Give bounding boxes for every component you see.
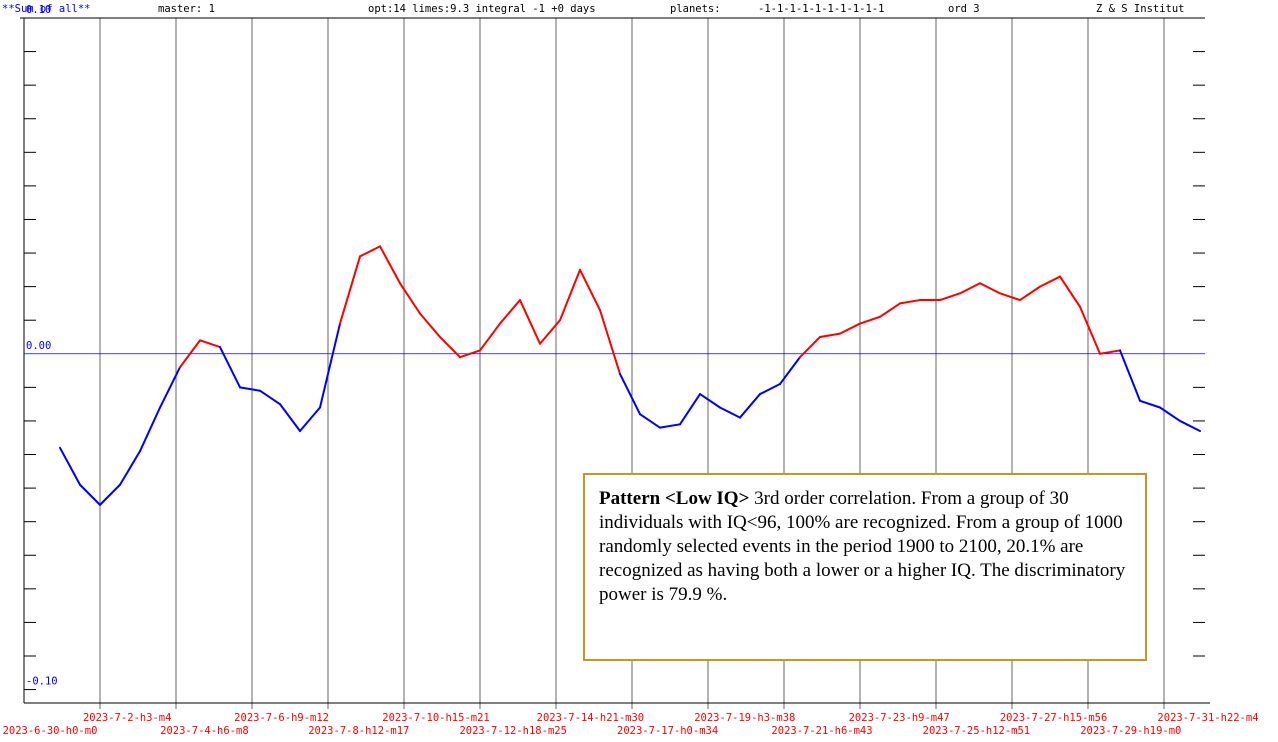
line-segment	[619, 372, 641, 416]
line-segment	[1019, 285, 1041, 302]
line-segment	[999, 292, 1021, 302]
x-tick-label: 2023-7-21-h6-m43	[771, 725, 872, 737]
line-segment	[1059, 275, 1081, 308]
line-segment	[679, 393, 701, 426]
x-tick-label: 2023-7-12-h18-m25	[459, 725, 566, 737]
x-tick-label: 2023-7-4-h6-m8	[160, 725, 249, 737]
line-segment	[979, 282, 1001, 295]
line-segment	[1159, 406, 1181, 422]
x-tick-label: 2023-7-14-h21-m30	[537, 712, 644, 724]
line-segment	[459, 349, 481, 359]
line-segment	[739, 393, 761, 419]
header-text: ord 3	[948, 3, 980, 15]
y-tick-label: 0.00	[26, 340, 51, 352]
line-segment	[259, 389, 281, 406]
line-segment	[659, 423, 681, 429]
x-tick-label: 2023-7-17-h0-m34	[617, 725, 718, 737]
line-segment	[319, 322, 341, 409]
line-segment	[239, 386, 261, 392]
line-segment	[579, 268, 601, 312]
x-tick-label: 2023-7-8-h12-m17	[308, 725, 409, 737]
x-tick-label: 2023-7-10-h15-m21	[382, 712, 489, 724]
x-tick-label: 2023-7-31-h22-m4	[1157, 712, 1258, 724]
annotation-bold: Pattern <Low IQ>	[599, 488, 750, 509]
line-segment	[839, 322, 861, 335]
line-segment	[499, 299, 521, 325]
line-segment	[159, 366, 181, 409]
line-segment	[939, 292, 961, 302]
line-segment	[1119, 349, 1141, 402]
line-segment	[1039, 275, 1061, 288]
line-segment	[959, 282, 981, 295]
x-tick-label: 2023-7-6-h9-m12	[234, 712, 329, 724]
line-segment	[219, 346, 241, 389]
header-text: master: 1	[158, 3, 215, 15]
line-segment	[99, 483, 121, 506]
line-segment	[339, 255, 361, 325]
line-segment	[719, 406, 741, 419]
line-segment	[279, 403, 301, 433]
line-segment	[559, 268, 581, 322]
line-segment	[819, 332, 841, 338]
y-tick-label: 0.10	[26, 4, 51, 16]
line-segment	[359, 245, 381, 258]
line-segment	[519, 299, 541, 345]
line-segment	[139, 406, 161, 453]
line-segment	[699, 393, 721, 409]
x-tick-label: 2023-7-2-h3-m4	[83, 712, 172, 724]
x-tick-label: 2023-7-23-h9-m47	[849, 712, 950, 724]
line-segment	[399, 282, 421, 315]
y-tick-label: -0.10	[26, 676, 58, 688]
line-segment	[379, 245, 401, 285]
x-tick-label: 2023-7-27-h15-m56	[1000, 712, 1107, 724]
header-text: -1-1-1-1-1-1-1-1-1-1	[758, 3, 884, 15]
header-text: Z & S Institut	[1096, 3, 1185, 15]
line-segment	[439, 335, 461, 359]
line-segment	[779, 356, 801, 386]
line-segment	[1099, 349, 1121, 355]
line-segment	[119, 450, 141, 486]
x-tick-label: 2023-7-29-h19-m0	[1080, 725, 1181, 737]
annotation-text: 3rd order correlation. From a group of 3…	[599, 488, 1126, 605]
line-segment	[179, 339, 201, 369]
line-segment	[59, 446, 81, 486]
line-segment	[299, 406, 321, 433]
x-tick-label: 2023-7-19-h3-m38	[694, 712, 795, 724]
header-text: planets:	[670, 3, 721, 15]
line-segment	[799, 335, 821, 359]
x-tick-label: 2023-6-30-h0-m0	[3, 725, 98, 737]
x-tick-label: 2023-7-25-h12-m51	[923, 725, 1030, 737]
line-segment	[79, 483, 101, 506]
line-segment	[639, 413, 661, 429]
header-text: **Sum of all**	[2, 3, 91, 15]
line-segment	[899, 299, 921, 305]
annotation: Pattern <Low IQ> 3rd order correlation. …	[583, 473, 1147, 661]
line-segment	[539, 319, 561, 345]
line-segment	[1139, 399, 1161, 409]
line-segment	[879, 302, 901, 318]
line-segment	[1079, 305, 1101, 355]
line-segment	[479, 322, 501, 352]
line-segment	[199, 339, 221, 349]
line-segment	[759, 383, 781, 396]
line-segment	[419, 312, 441, 338]
line-segment	[859, 315, 881, 325]
line-segment	[599, 309, 621, 375]
header-text: opt:14 limes:9.3 integral -1 +0 days	[368, 3, 596, 15]
line-segment	[1179, 419, 1201, 433]
